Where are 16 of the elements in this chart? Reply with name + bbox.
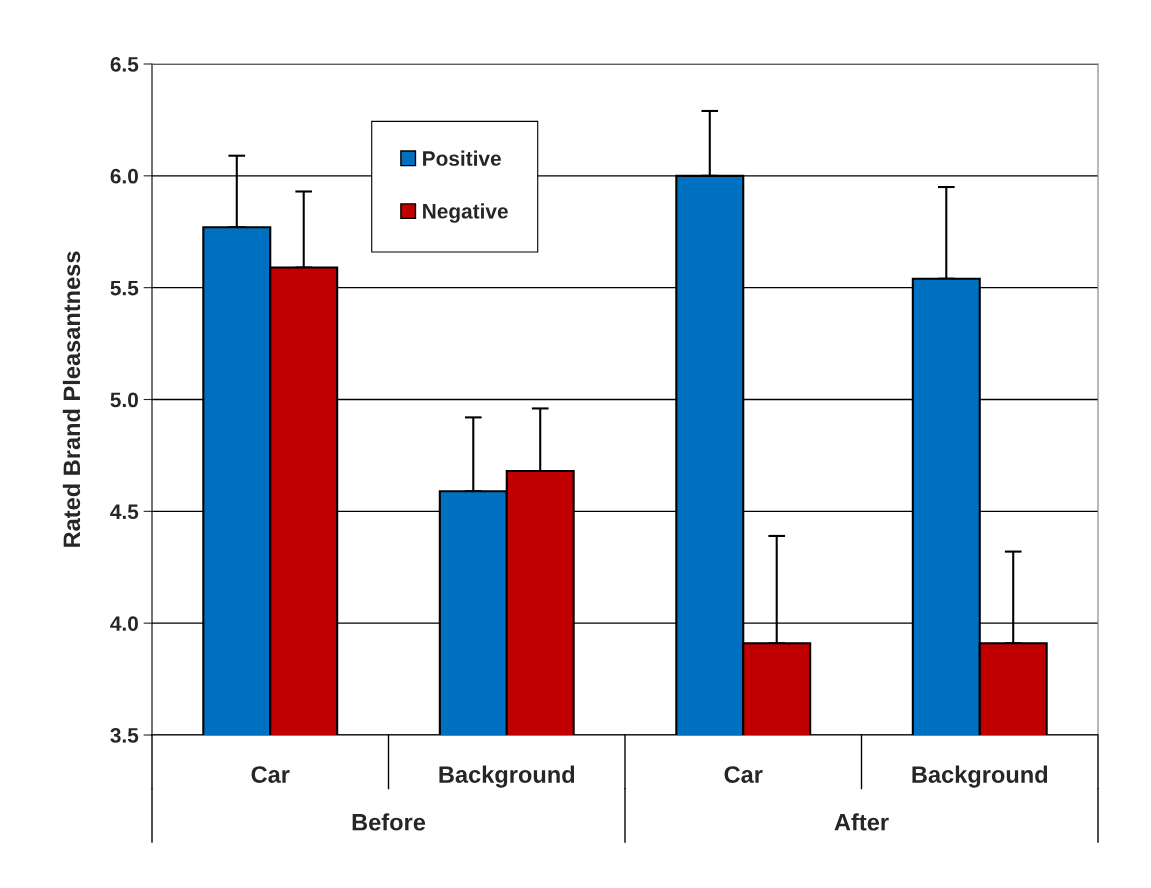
y-tick-label: 4.0 [110, 616, 138, 631]
y-tick-label: 5.0 [110, 392, 138, 408]
y-tick-label: 6.5 [110, 57, 139, 72]
x-tick-label: Background [439, 765, 575, 788]
text: Before [352, 813, 426, 831]
y-tick-label: 6.0 [110, 168, 138, 184]
x-tick-label: Car [724, 766, 763, 783]
y-tick-label: 3.5 [110, 728, 139, 743]
text: After [834, 813, 889, 831]
legend-label: Positive [423, 150, 501, 166]
x-tick-label: Car [251, 766, 290, 783]
legend-label: Negative [423, 203, 508, 223]
x-tick-label: Background [912, 765, 1048, 788]
y-tick-label: 5.5 [110, 280, 139, 296]
y-tick-label: 4.5 [110, 504, 139, 520]
y-axis-title: Rated Brand Pleasantness [62, 251, 81, 547]
